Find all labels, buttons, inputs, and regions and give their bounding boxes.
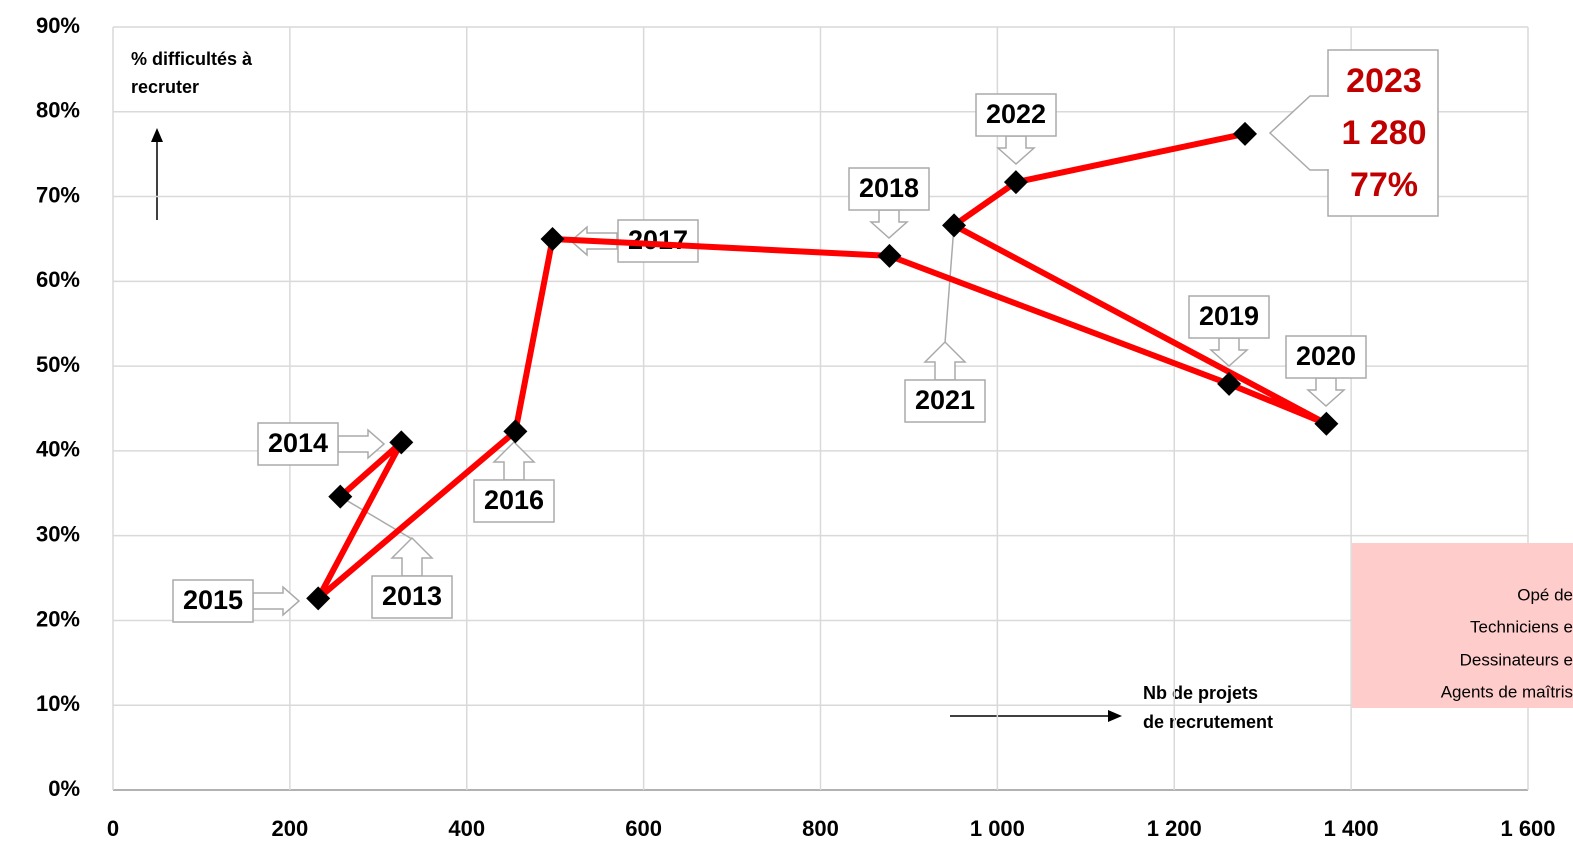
- x-tick-label: 600: [625, 816, 662, 841]
- callout-arrow: [492, 440, 536, 481]
- point-label: 2021: [915, 385, 975, 415]
- point-marker: [942, 213, 967, 238]
- y-tick-label: 30%: [36, 521, 80, 546]
- side-note-box: [1352, 543, 1573, 708]
- point-marker: [503, 419, 528, 444]
- y-tick-label: 50%: [36, 352, 80, 377]
- y-tick-label: 10%: [36, 691, 80, 716]
- leader-line: [944, 225, 955, 344]
- point-label: 2013: [382, 581, 442, 611]
- point-label: 2020: [1296, 341, 1356, 371]
- point-marker: [389, 430, 414, 455]
- y-axis-label: recruter: [131, 77, 199, 97]
- y-tick-label: 20%: [36, 606, 80, 631]
- y-axis-label: % difficultés à: [131, 49, 253, 69]
- y-tick-label: 80%: [36, 98, 80, 123]
- x-tick-label: 400: [448, 816, 485, 841]
- point-label: 2022: [986, 99, 1046, 129]
- x-axis-label: Nb de projets: [1143, 683, 1258, 703]
- point-label: 2015: [183, 585, 243, 615]
- point-marker: [1314, 411, 1339, 436]
- y-tick-label: 70%: [36, 182, 80, 207]
- x-tick-label: 800: [802, 816, 839, 841]
- highlight-cover: [1327, 97, 1331, 169]
- callout-arrow: [337, 428, 386, 460]
- point-marker: [328, 484, 353, 509]
- callout-arrow: [1306, 377, 1346, 408]
- callout-box: [172, 579, 254, 623]
- side-note: Opé de: [1517, 585, 1573, 604]
- callout-arrow: [390, 536, 434, 577]
- callout-box: [371, 575, 453, 619]
- side-note: Techniciens e: [1470, 617, 1573, 636]
- callout-arrow: [996, 135, 1036, 166]
- callout-arrow: [1209, 337, 1249, 368]
- point-marker: [540, 226, 565, 251]
- highlight-arrow: [1268, 95, 1329, 171]
- point-label: 2017: [628, 225, 688, 255]
- point-marker: [306, 586, 331, 611]
- side-note: Dessinateurs e: [1460, 650, 1573, 669]
- y-tick-label: 90%: [36, 13, 80, 38]
- x-tick-label: 1 200: [1147, 816, 1202, 841]
- highlight-text: 2023: [1346, 62, 1422, 100]
- callout-box: [975, 93, 1057, 137]
- y-tick-label: 60%: [36, 267, 80, 292]
- point-label: 2014: [268, 428, 328, 458]
- x-axis-label: de recrutement: [1143, 712, 1273, 732]
- point-marker: [1233, 121, 1257, 146]
- point-marker: [1003, 170, 1028, 195]
- highlight-text: 1 280: [1341, 114, 1426, 152]
- callout-arrow: [869, 209, 909, 240]
- y-tick-label: 0%: [48, 776, 80, 801]
- callout-box: [257, 422, 339, 466]
- callout-box: [1285, 335, 1367, 379]
- callout-box: [1188, 295, 1270, 339]
- highlight-text: 77%: [1350, 166, 1418, 204]
- callout-box: [848, 167, 930, 211]
- callout-box: [473, 479, 555, 523]
- point-marker: [877, 243, 902, 268]
- point-label: 2016: [484, 485, 544, 515]
- y-arrow-head: [151, 128, 163, 142]
- point-label: 2019: [1199, 301, 1259, 331]
- x-tick-label: 0: [107, 816, 119, 841]
- x-tick-label: 1 400: [1324, 816, 1379, 841]
- y-tick-label: 40%: [36, 437, 80, 462]
- point-label: 2018: [859, 173, 919, 203]
- x-tick-label: 200: [272, 816, 309, 841]
- x-arrow-head: [1108, 710, 1122, 722]
- callout-arrow: [923, 340, 967, 381]
- x-tick-label: 1 000: [970, 816, 1025, 841]
- callout-box: [904, 379, 986, 423]
- side-note: Agents de maîtris: [1441, 682, 1573, 701]
- point-marker: [1217, 371, 1242, 396]
- callout-arrow: [252, 585, 301, 617]
- x-tick-label: 1 600: [1500, 816, 1555, 841]
